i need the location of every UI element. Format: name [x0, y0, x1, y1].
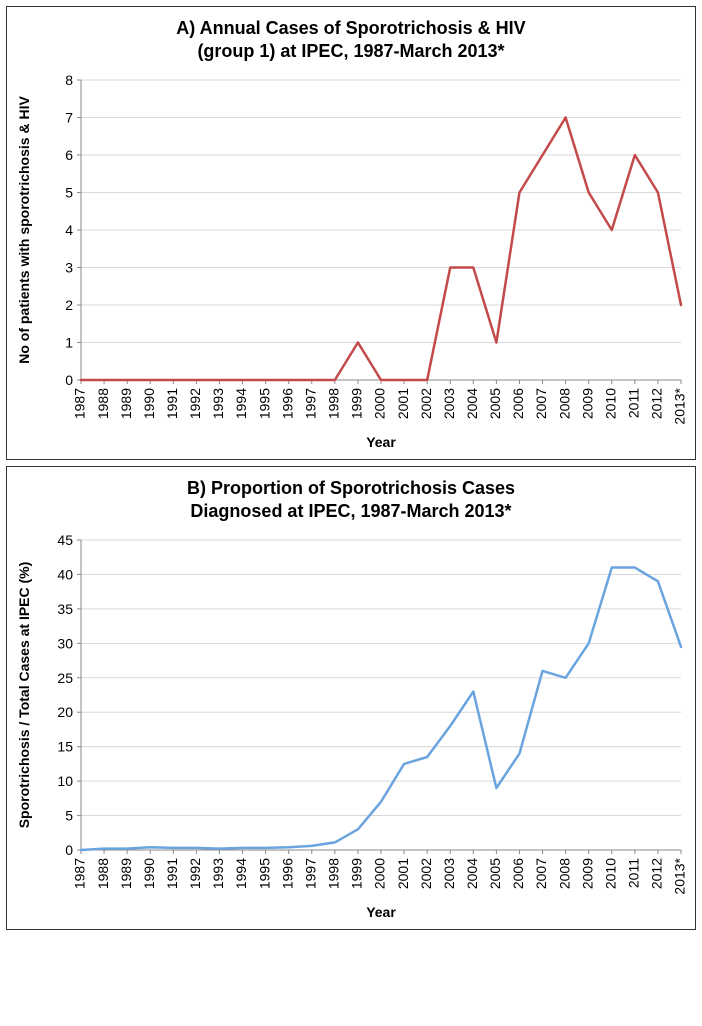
svg-text:1995: 1995 — [256, 388, 272, 419]
svg-text:35: 35 — [57, 601, 73, 617]
svg-text:1988: 1988 — [95, 858, 111, 889]
svg-text:5: 5 — [65, 808, 73, 824]
svg-text:30: 30 — [57, 635, 73, 651]
svg-text:1994: 1994 — [233, 858, 249, 889]
svg-text:2011: 2011 — [626, 388, 642, 418]
svg-text:0: 0 — [65, 372, 73, 388]
svg-text:2004: 2004 — [464, 388, 480, 419]
svg-text:2: 2 — [65, 297, 73, 313]
svg-text:1994: 1994 — [233, 388, 249, 419]
svg-text:3: 3 — [65, 260, 73, 276]
svg-text:2007: 2007 — [533, 858, 549, 889]
svg-text:2009: 2009 — [579, 388, 595, 419]
svg-text:4: 4 — [65, 222, 73, 238]
svg-text:1998: 1998 — [326, 388, 342, 419]
chart-a: 0 1 2 3 4 5 6 7 8 1987 1988 1989 1990 1991 1992 1993 199… — [11, 70, 691, 455]
svg-text:1991: 1991 — [164, 858, 180, 889]
svg-text:2002: 2002 — [418, 858, 434, 889]
svg-text:2005: 2005 — [487, 388, 503, 419]
svg-text:7: 7 — [65, 110, 73, 126]
svg-text:2012: 2012 — [649, 388, 665, 419]
svg-text:2013*: 2013* — [672, 857, 688, 894]
svg-text:2002: 2002 — [418, 388, 434, 419]
svg-text:5: 5 — [65, 185, 73, 201]
svg-text:1990: 1990 — [141, 858, 157, 889]
svg-text:2001: 2001 — [395, 858, 411, 889]
svg-text:1996: 1996 — [279, 388, 295, 419]
svg-text:20: 20 — [57, 704, 73, 720]
svg-text:2000: 2000 — [372, 858, 388, 889]
svg-text:2006: 2006 — [510, 858, 526, 889]
svg-text:2003: 2003 — [441, 388, 457, 419]
svg-text:2006: 2006 — [510, 388, 526, 419]
chart-b-title: B) Proportion of Sporotrichosis CasesDia… — [11, 477, 691, 522]
svg-text:1992: 1992 — [187, 388, 203, 419]
svg-text:No of patients with sporotrich: No of patients with sporotrichosis & HIV — [16, 96, 32, 364]
svg-text:40: 40 — [57, 566, 73, 582]
svg-text:1992: 1992 — [187, 858, 203, 889]
svg-text:1995: 1995 — [256, 858, 272, 889]
svg-text:2005: 2005 — [487, 858, 503, 889]
svg-text:8: 8 — [65, 72, 73, 88]
svg-text:1993: 1993 — [210, 388, 226, 419]
svg-text:2000: 2000 — [372, 388, 388, 419]
svg-text:2012: 2012 — [649, 858, 665, 889]
svg-text:1991: 1991 — [164, 388, 180, 419]
svg-text:2013*: 2013* — [672, 387, 688, 424]
svg-text:1987: 1987 — [72, 858, 88, 889]
chart-a-title: A) Annual Cases of Sporotrichosis & HIV(… — [11, 17, 691, 62]
svg-text:1999: 1999 — [349, 858, 365, 889]
svg-text:1: 1 — [65, 335, 73, 351]
svg-text:6: 6 — [65, 147, 73, 163]
svg-text:1988: 1988 — [95, 388, 111, 419]
svg-text:1996: 1996 — [279, 858, 295, 889]
svg-text:Year: Year — [366, 904, 396, 920]
svg-text:Sporotrichosis / Total Cases a: Sporotrichosis / Total Cases at IPEC (%) — [16, 562, 32, 829]
svg-text:2010: 2010 — [602, 388, 618, 419]
svg-text:2004: 2004 — [464, 858, 480, 889]
svg-text:2011: 2011 — [626, 858, 642, 888]
panel-a: A) Annual Cases of Sporotrichosis & HIV(… — [6, 6, 696, 460]
svg-text:2010: 2010 — [602, 858, 618, 889]
svg-text:2003: 2003 — [441, 858, 457, 889]
svg-text:2009: 2009 — [579, 858, 595, 889]
svg-text:1998: 1998 — [326, 858, 342, 889]
panel-b: B) Proportion of Sporotrichosis CasesDia… — [6, 466, 696, 930]
svg-text:25: 25 — [57, 670, 73, 686]
chart-b: 0 5 10 15 20 25 30 35 40 45 1987 1988 1989 1990 1991 19… — [11, 530, 691, 925]
svg-text:Year: Year — [366, 434, 396, 450]
svg-text:1990: 1990 — [141, 388, 157, 419]
svg-text:1989: 1989 — [118, 388, 134, 419]
svg-text:0: 0 — [65, 842, 73, 858]
svg-text:2001: 2001 — [395, 388, 411, 419]
svg-text:1989: 1989 — [118, 858, 134, 889]
svg-text:1997: 1997 — [302, 388, 318, 419]
svg-text:2007: 2007 — [533, 388, 549, 419]
svg-text:1999: 1999 — [349, 388, 365, 419]
svg-text:15: 15 — [57, 739, 73, 755]
svg-text:2008: 2008 — [556, 388, 572, 419]
svg-text:2008: 2008 — [556, 858, 572, 889]
svg-text:10: 10 — [57, 773, 73, 789]
svg-text:1993: 1993 — [210, 858, 226, 889]
svg-text:1997: 1997 — [302, 858, 318, 889]
svg-text:1987: 1987 — [72, 388, 88, 419]
svg-text:45: 45 — [57, 532, 73, 548]
